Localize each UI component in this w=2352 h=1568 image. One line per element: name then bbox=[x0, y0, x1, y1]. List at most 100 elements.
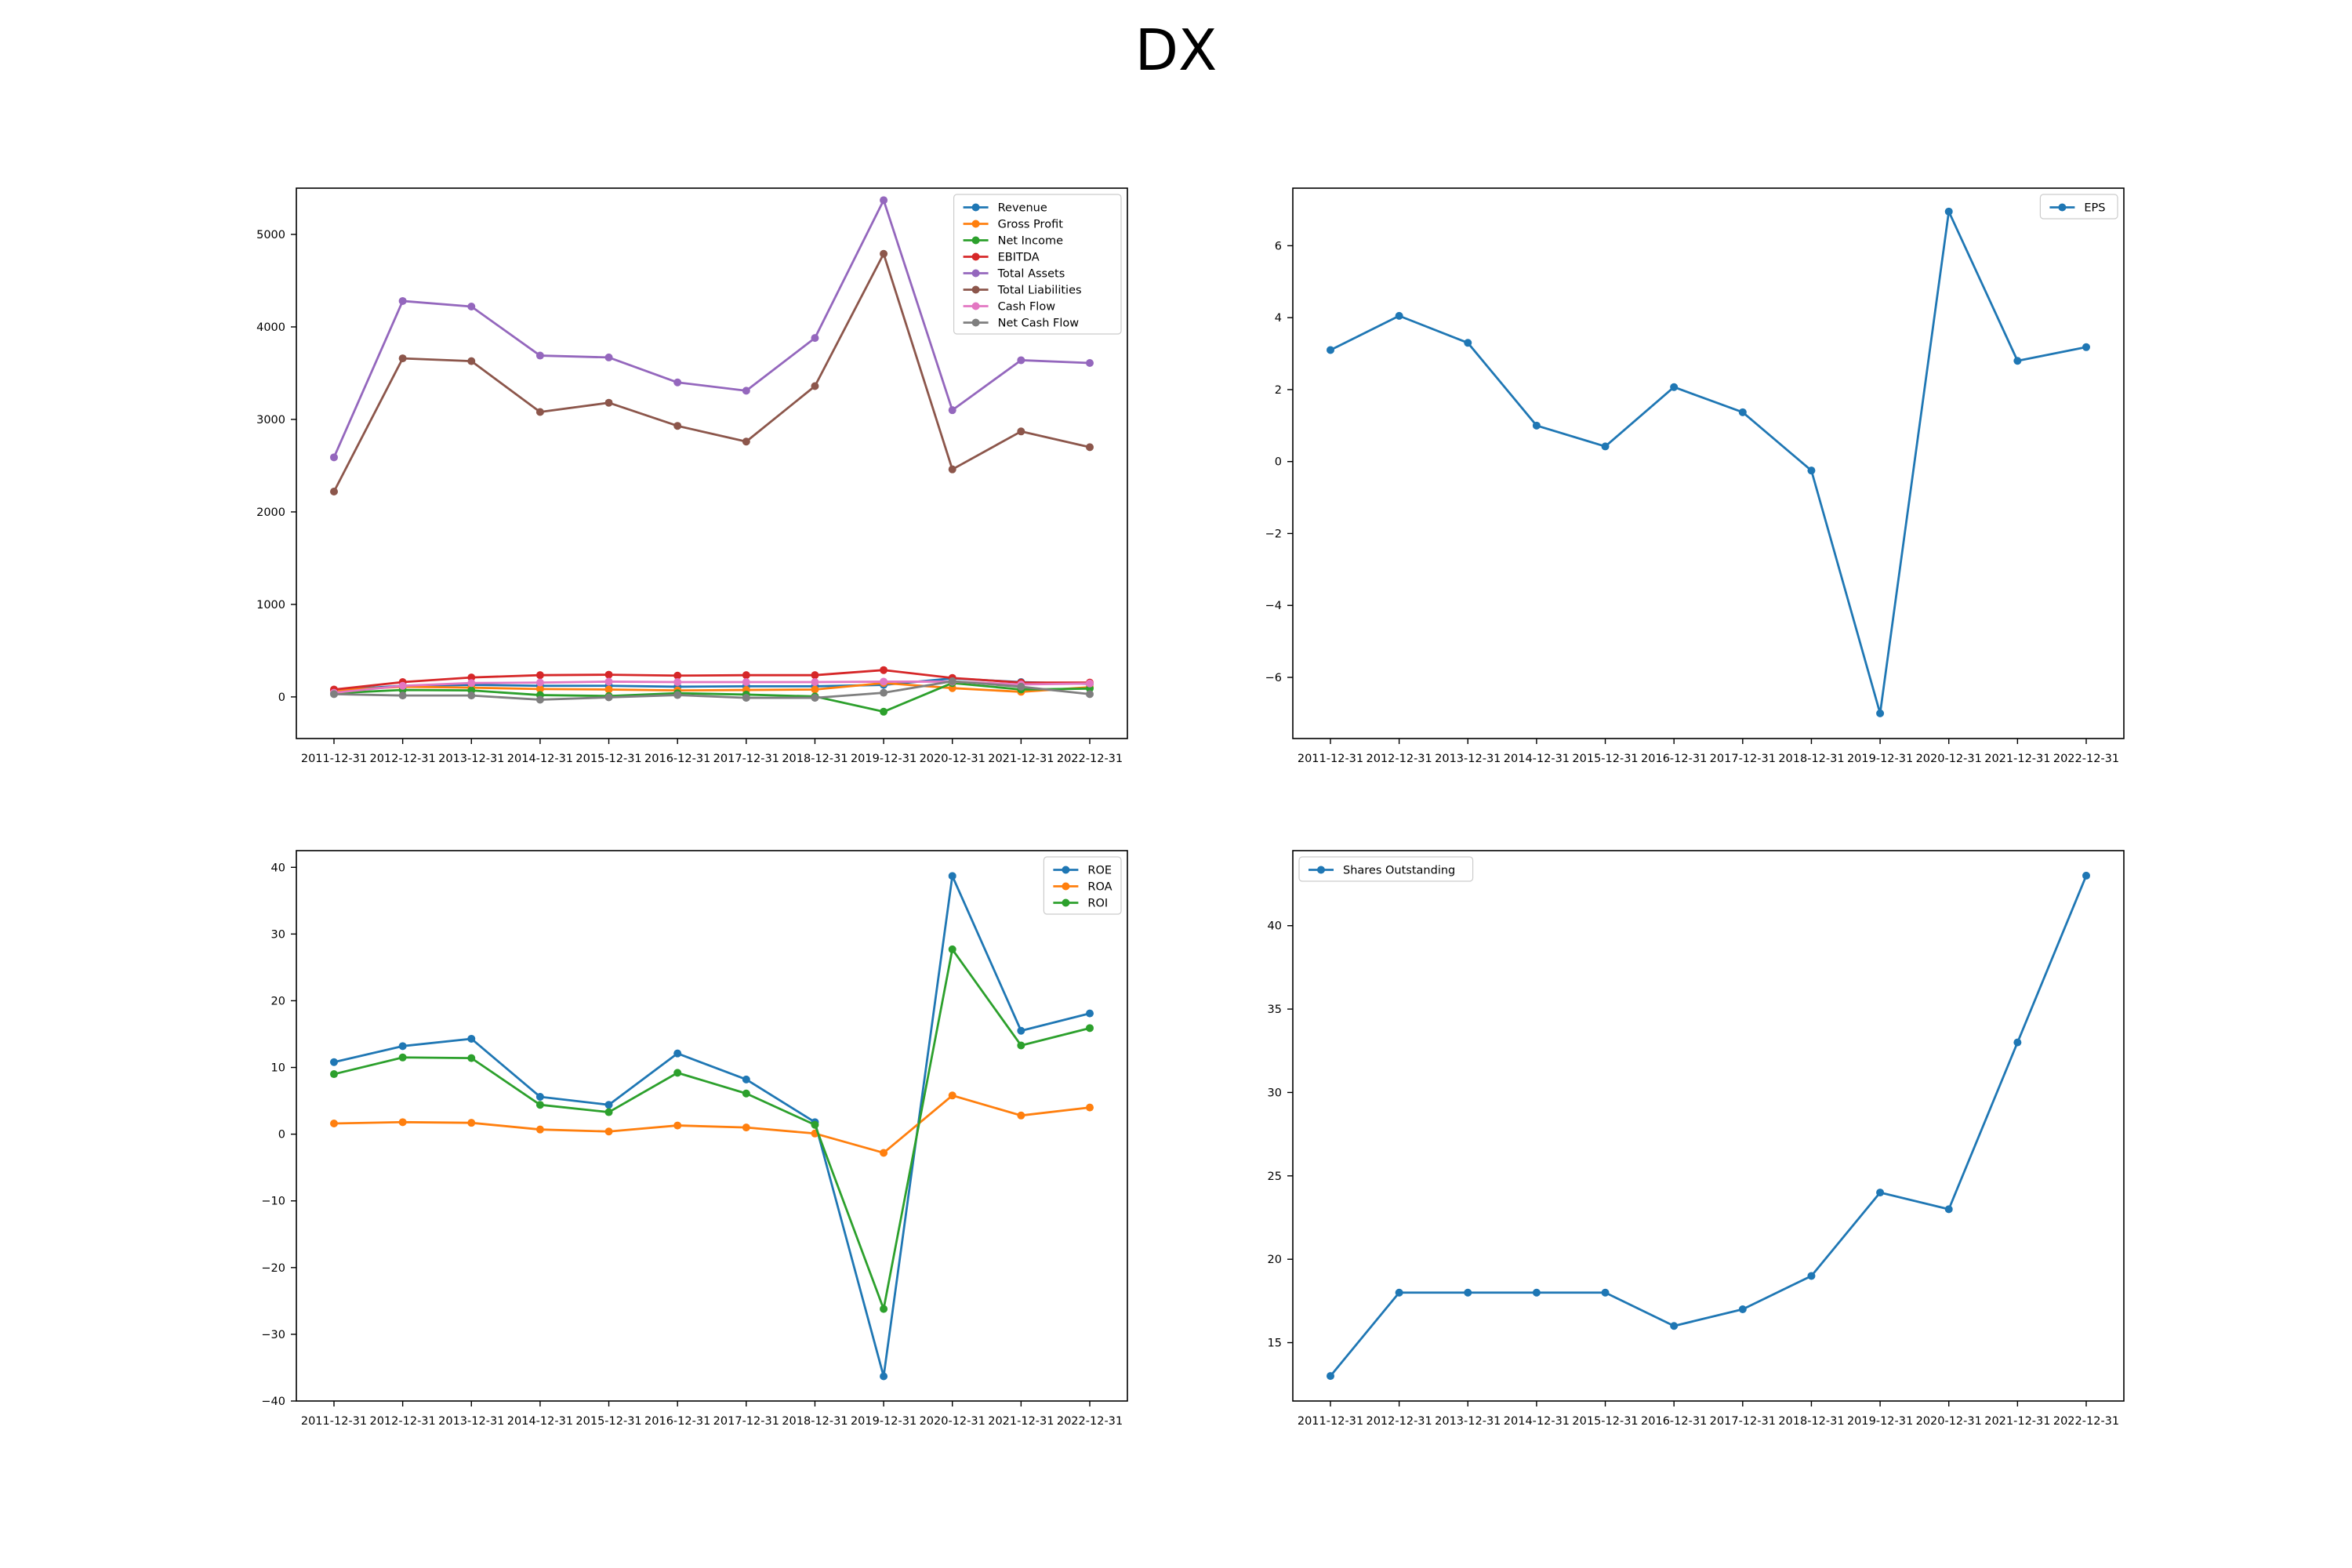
data-point bbox=[880, 1372, 888, 1381]
data-point bbox=[1876, 709, 1885, 717]
data-point bbox=[948, 677, 956, 685]
data-point bbox=[1670, 1322, 1679, 1330]
y-tick-label: 40 bbox=[1268, 920, 1282, 933]
data-point bbox=[1601, 1288, 1610, 1297]
x-tick-label: 2012-12-31 bbox=[1366, 753, 1432, 765]
data-point bbox=[1017, 1041, 1025, 1050]
y-tick-label: −4 bbox=[1265, 600, 1282, 612]
y-tick-label: 4000 bbox=[256, 321, 285, 334]
legend-box bbox=[2039, 194, 2118, 220]
data-point bbox=[673, 1049, 682, 1058]
x-tick-label: 2022-12-31 bbox=[1057, 753, 1123, 765]
data-point bbox=[880, 666, 888, 674]
data-point bbox=[1086, 443, 1094, 452]
data-point bbox=[398, 691, 407, 700]
series-line bbox=[333, 680, 1091, 701]
y-tick-label: 20 bbox=[1268, 1254, 1282, 1266]
y-tick-label: 2 bbox=[1275, 384, 1282, 397]
y-tick-label: 30 bbox=[271, 928, 285, 941]
x-tick-label: 2016-12-31 bbox=[1641, 753, 1707, 765]
data-point bbox=[398, 354, 407, 363]
x-tick-label: 2017-12-31 bbox=[1710, 1415, 1776, 1428]
y-tick-label: 30 bbox=[1268, 1087, 1282, 1099]
data-point bbox=[467, 1034, 476, 1043]
data-point bbox=[673, 671, 682, 680]
data-point bbox=[535, 671, 544, 680]
chart-shares-outstanding: 2011-12-31 2012-12-31 2013-12-31 2014-12-31… bbox=[1268, 850, 2125, 1428]
y-tick-label: 3000 bbox=[256, 414, 285, 426]
data-point bbox=[1944, 1205, 1953, 1214]
data-point bbox=[1327, 1372, 1334, 1381]
x-tick-label: 2021-12-31 bbox=[988, 1415, 1054, 1428]
x-tick-label: 2020-12-31 bbox=[920, 753, 985, 765]
data-point bbox=[948, 406, 956, 415]
data-point bbox=[811, 671, 819, 680]
x-tick-label: 2012-12-31 bbox=[369, 1415, 435, 1428]
data-point bbox=[1086, 1103, 1094, 1112]
x-tick-label: 2017-12-31 bbox=[1710, 753, 1776, 765]
data-point bbox=[1738, 408, 1747, 416]
series-line bbox=[332, 252, 1091, 492]
y-tick-label: 25 bbox=[1268, 1171, 1282, 1183]
data-point bbox=[1017, 1111, 1025, 1120]
data-point bbox=[1017, 682, 1025, 691]
chart-eps: 2011-12-31 2012-12-31 2013-12-31 2014-12-31… bbox=[1265, 187, 2125, 765]
data-point bbox=[880, 677, 888, 686]
data-point bbox=[1532, 421, 1541, 430]
data-point bbox=[742, 1089, 750, 1098]
data-point bbox=[535, 684, 544, 693]
chart-returns: 2011-12-31 2012-12-31 2013-12-31 2014-12-31… bbox=[261, 850, 1128, 1428]
data-point bbox=[948, 945, 956, 953]
data-point bbox=[1738, 1305, 1747, 1313]
legend-marker bbox=[2058, 203, 2067, 212]
data-point bbox=[673, 678, 682, 687]
data-point bbox=[330, 1120, 338, 1128]
x-tick-label: 2016-12-31 bbox=[1641, 1415, 1707, 1428]
series-roa bbox=[330, 1091, 1094, 1157]
series-line bbox=[333, 681, 1091, 713]
x-tick-label: 2022-12-31 bbox=[2053, 753, 2119, 765]
legend-label: Net Cash Flow bbox=[998, 318, 1080, 330]
series-net-cash-flow bbox=[330, 677, 1094, 704]
data-point bbox=[742, 1075, 750, 1083]
data-point bbox=[742, 694, 750, 702]
data-point bbox=[673, 378, 682, 387]
legend-marker bbox=[971, 236, 980, 245]
x-tick-label: 2015-12-31 bbox=[1572, 1415, 1638, 1428]
data-point bbox=[604, 677, 613, 686]
data-point bbox=[811, 334, 819, 343]
data-point bbox=[2082, 343, 2090, 351]
data-point bbox=[330, 453, 338, 462]
legend-box bbox=[953, 194, 1122, 335]
y-tick-label: 5000 bbox=[256, 229, 285, 241]
data-point bbox=[948, 465, 956, 474]
x-tick-label: 2015-12-31 bbox=[575, 753, 641, 765]
x-tick-label: 2014-12-31 bbox=[1504, 1415, 1570, 1428]
data-point bbox=[330, 1070, 338, 1079]
series-total-liabilities bbox=[330, 249, 1094, 495]
data-point bbox=[811, 382, 819, 390]
x-tick-label: 2014-12-31 bbox=[1504, 753, 1570, 765]
data-point bbox=[880, 196, 888, 205]
series-line bbox=[333, 874, 1091, 1377]
data-point bbox=[604, 693, 613, 702]
data-point bbox=[880, 1149, 888, 1157]
data-point bbox=[673, 691, 682, 699]
data-point bbox=[330, 690, 338, 699]
figure-title: DX bbox=[1134, 17, 1218, 83]
data-point bbox=[2013, 357, 2022, 365]
data-point bbox=[880, 707, 888, 716]
data-point bbox=[535, 1125, 544, 1134]
data-point bbox=[1086, 690, 1094, 699]
data-point bbox=[467, 691, 476, 700]
data-point bbox=[1017, 1026, 1025, 1035]
legend-box bbox=[1298, 856, 1474, 882]
data-point bbox=[673, 1069, 682, 1077]
data-point bbox=[880, 1305, 888, 1313]
data-point bbox=[1532, 1288, 1541, 1297]
data-point bbox=[1086, 358, 1094, 367]
legend-marker bbox=[1062, 898, 1070, 907]
data-point bbox=[1017, 356, 1025, 365]
data-point bbox=[398, 681, 407, 690]
y-tick-label: 0 bbox=[1275, 456, 1282, 469]
